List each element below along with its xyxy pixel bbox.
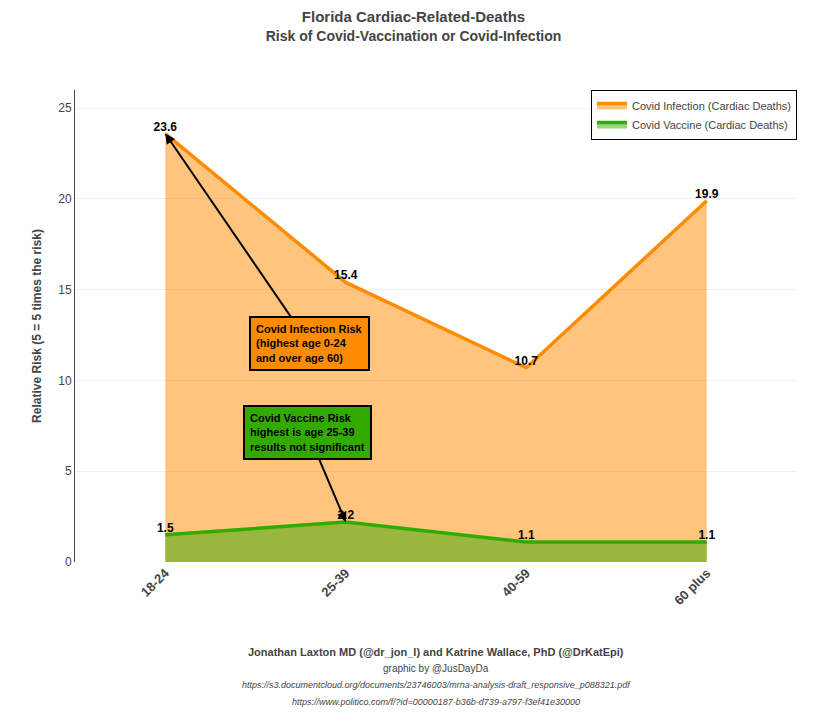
svg-text:0: 0 — [65, 555, 72, 569]
svg-text:23.6: 23.6 — [154, 120, 178, 134]
svg-text:Covid Infection Risk(highest a: Covid Infection Risk(highest age 0-24and… — [256, 323, 363, 364]
svg-text:10: 10 — [58, 374, 72, 388]
svg-text:25: 25 — [58, 101, 72, 115]
svg-text:Jonathan Laxton MD (@dr_jon_l): Jonathan Laxton MD (@dr_jon_l) and Katri… — [248, 646, 624, 658]
svg-text:19.9: 19.9 — [695, 187, 719, 201]
svg-text:1.5: 1.5 — [157, 521, 174, 535]
svg-text:2.2: 2.2 — [337, 508, 354, 522]
svg-text:Covid Vaccine Riskhighest is a: Covid Vaccine Riskhighest is age 25-39re… — [250, 412, 365, 453]
svg-text:Relative Risk (5 = 5 times the: Relative Risk (5 = 5 times the risk) — [30, 229, 44, 423]
svg-text:1.1: 1.1 — [698, 528, 715, 542]
svg-text:https://s3.documentcloud.org/d: https://s3.documentcloud.org/documents/2… — [242, 680, 631, 690]
svg-text:18-24: 18-24 — [138, 565, 173, 600]
svg-text:10.7: 10.7 — [515, 354, 539, 368]
svg-text:https://www.politico.com/f/?id: https://www.politico.com/f/?id=00000187-… — [292, 697, 580, 707]
svg-text:15: 15 — [58, 283, 72, 297]
svg-text:Covid Infection (Cardiac Death: Covid Infection (Cardiac Deaths) — [632, 100, 791, 112]
svg-text:1.1: 1.1 — [518, 528, 535, 542]
svg-text:Covid Vaccine (Cardiac Deaths): Covid Vaccine (Cardiac Deaths) — [632, 119, 788, 131]
svg-text:20: 20 — [58, 192, 72, 206]
svg-text:40-59: 40-59 — [499, 566, 533, 600]
svg-text:60 plus: 60 plus — [671, 566, 713, 608]
svg-text:graphic by @JusDayDa: graphic by @JusDayDa — [383, 663, 489, 674]
svg-text:15.4: 15.4 — [334, 268, 358, 282]
svg-text:25-39: 25-39 — [318, 566, 352, 600]
svg-text:Florida Cardiac-Related-Deaths: Florida Cardiac-Related-DeathsRisk of Co… — [266, 8, 562, 45]
svg-text:5: 5 — [65, 464, 72, 478]
